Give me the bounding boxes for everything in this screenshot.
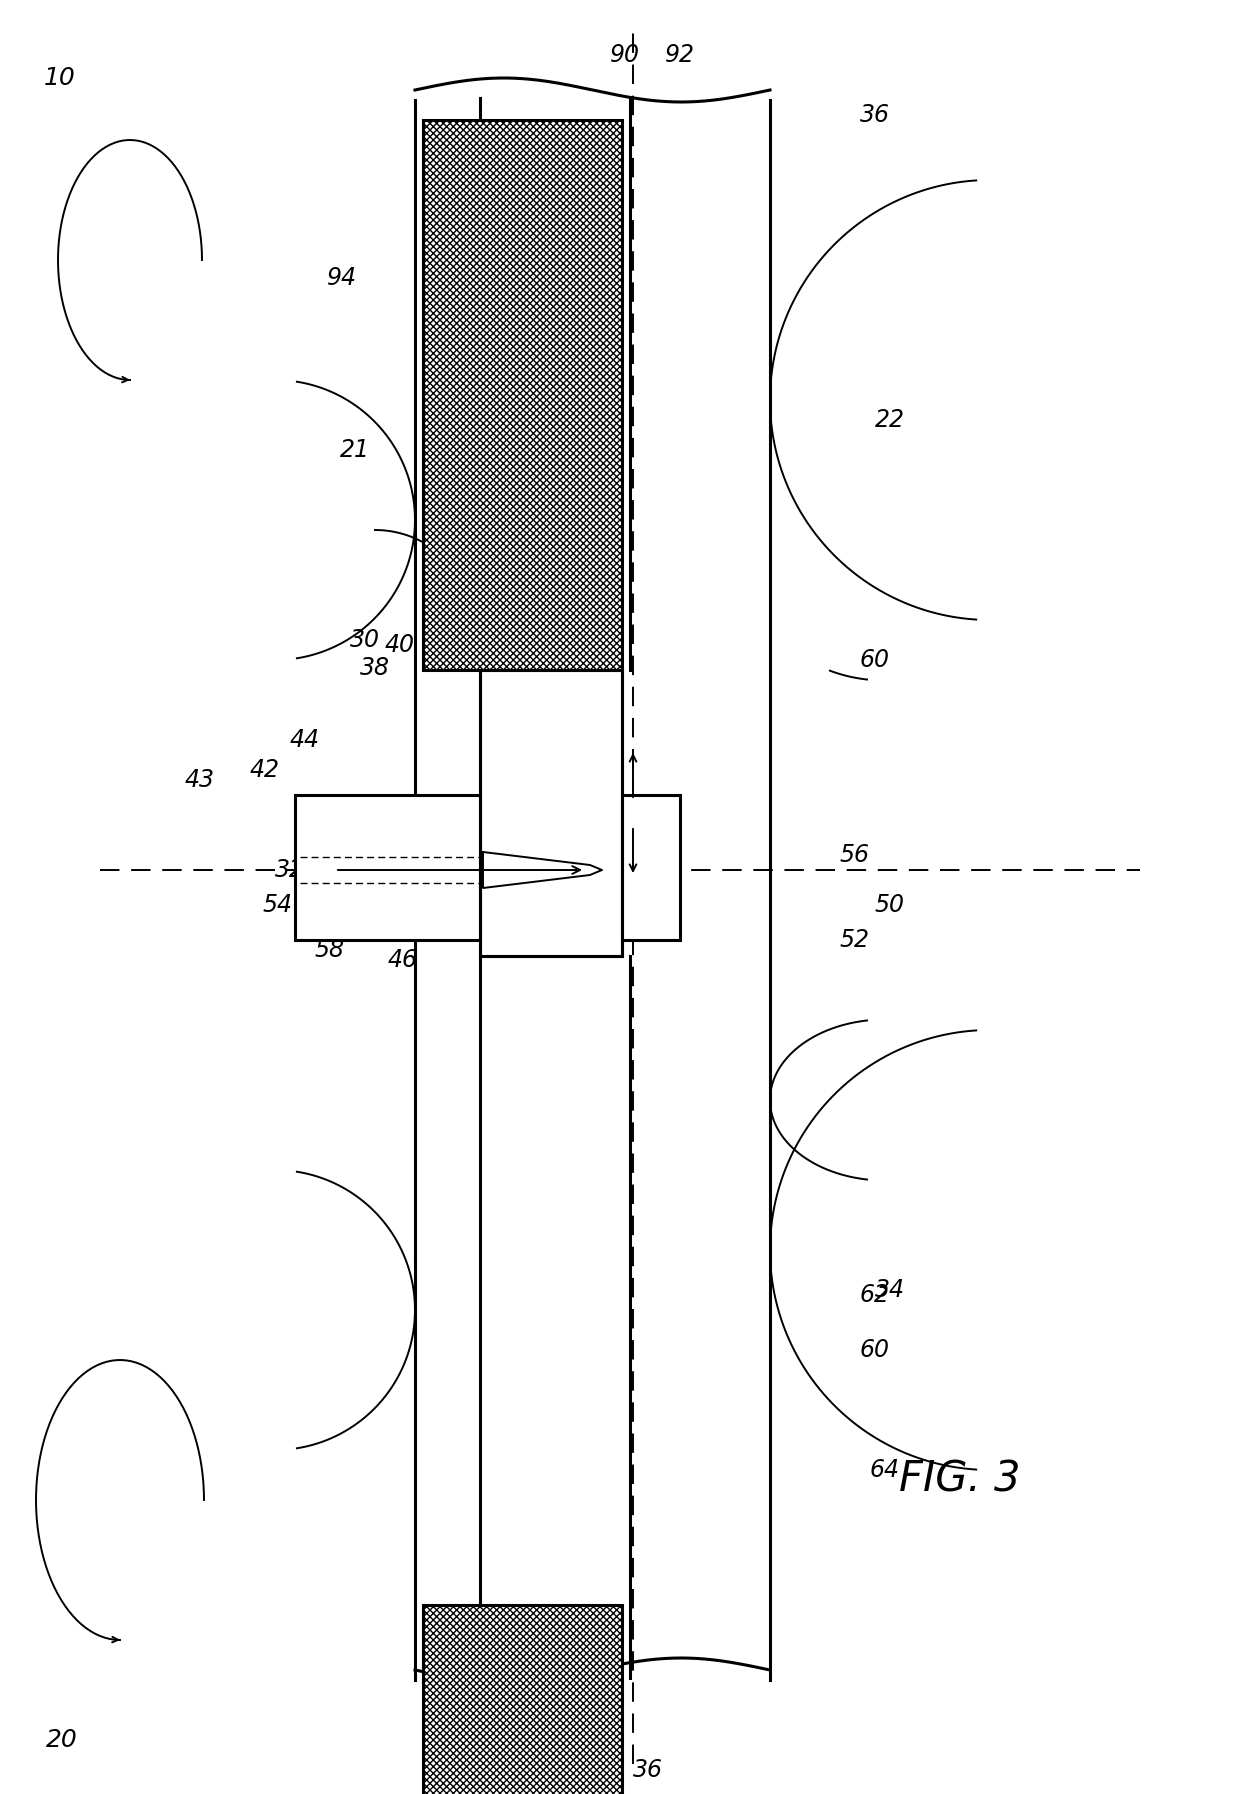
Polygon shape: [484, 852, 601, 888]
Text: 43: 43: [185, 768, 215, 791]
Text: 20: 20: [46, 1728, 78, 1753]
Text: 60: 60: [861, 648, 890, 673]
Text: 32: 32: [275, 858, 305, 883]
Text: 36: 36: [861, 102, 890, 127]
Text: 64: 64: [870, 1459, 900, 1482]
Text: 42: 42: [250, 759, 280, 782]
Text: 40: 40: [384, 633, 415, 657]
Text: FIG. 3: FIG. 3: [899, 1459, 1021, 1502]
Text: 52: 52: [839, 927, 870, 953]
Text: 30: 30: [350, 628, 379, 651]
Text: 58: 58: [315, 938, 345, 962]
Text: 38: 38: [360, 657, 391, 680]
Text: 34: 34: [875, 1277, 905, 1302]
Bar: [423, 120, 622, 669]
Text: 36: 36: [632, 1758, 663, 1781]
Text: 21: 21: [340, 438, 370, 463]
Text: 10: 10: [45, 66, 76, 90]
Text: 90: 90: [610, 43, 640, 66]
Bar: [622, 795, 680, 940]
Bar: [480, 669, 622, 956]
Text: 62: 62: [861, 1283, 890, 1308]
Text: 46: 46: [388, 947, 418, 972]
Text: 92: 92: [665, 43, 694, 66]
Text: 94: 94: [327, 266, 357, 291]
Text: 44: 44: [290, 728, 320, 752]
Text: 50: 50: [875, 893, 905, 917]
Bar: [423, 1606, 622, 1794]
Text: 54: 54: [263, 893, 293, 917]
Bar: [295, 795, 480, 940]
Text: 60: 60: [861, 1338, 890, 1362]
Text: 56: 56: [839, 843, 870, 867]
Bar: [480, 669, 622, 956]
Text: 22: 22: [875, 407, 905, 432]
